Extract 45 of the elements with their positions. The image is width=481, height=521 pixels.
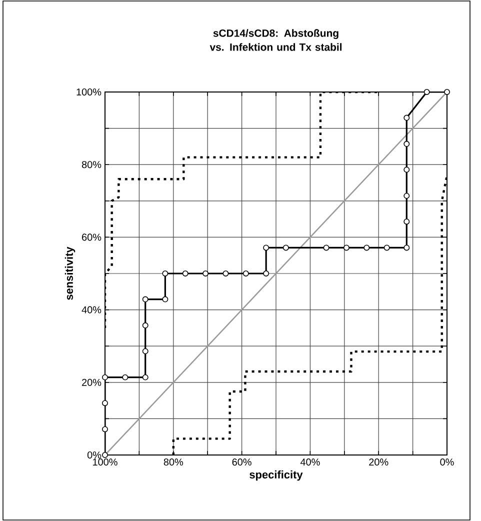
point	[142, 322, 148, 328]
point	[142, 348, 148, 354]
point	[162, 296, 168, 302]
y-tick-label: 40%	[82, 306, 102, 314]
point	[424, 89, 430, 95]
y-tick-label: 100%	[76, 88, 102, 96]
point	[404, 114, 410, 121]
point	[404, 166, 410, 173]
point	[444, 89, 450, 95]
x-tick-label: 0%	[440, 458, 454, 466]
point	[102, 400, 108, 406]
y-tick-label: 20%	[82, 378, 102, 386]
point	[102, 374, 108, 380]
point	[202, 270, 209, 276]
x-tick-label: 60%	[232, 458, 252, 466]
chart-title: sCD14/sCD8: Abstoßung vs. Infektion und Tx stabil	[210, 29, 342, 51]
x-tick-label: 40%	[300, 458, 320, 466]
point	[364, 244, 370, 251]
point	[343, 244, 350, 251]
x-tick-label: 80%	[164, 458, 184, 466]
point	[263, 244, 270, 251]
point	[404, 244, 410, 251]
y-tick-label: 0%	[87, 451, 102, 459]
point	[404, 192, 410, 199]
point	[122, 374, 128, 380]
point	[263, 270, 270, 276]
point	[222, 270, 229, 276]
point	[404, 218, 410, 225]
point	[404, 140, 410, 147]
point	[142, 296, 148, 302]
y-tick-label: 60%	[82, 234, 102, 241]
point	[142, 374, 148, 380]
point	[102, 426, 108, 432]
point	[162, 270, 168, 276]
x-tick-label: 20%	[369, 458, 388, 466]
x-axis-title: specificity	[250, 470, 303, 481]
point	[182, 270, 188, 276]
y-tick-label: 80%	[82, 161, 102, 168]
point	[323, 244, 330, 251]
y-axis-title: sensitivity	[64, 246, 76, 300]
point	[282, 244, 289, 251]
point	[102, 452, 108, 458]
point	[384, 244, 390, 251]
point	[242, 270, 249, 276]
x-tick-label: 100%	[93, 458, 118, 466]
